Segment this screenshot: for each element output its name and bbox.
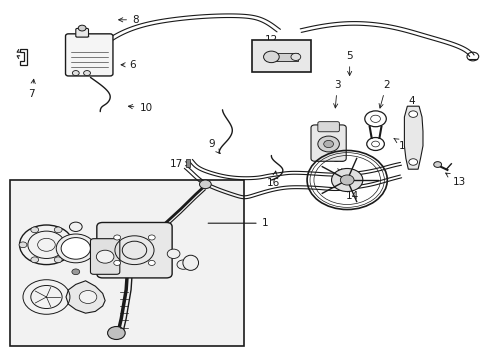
Text: 10: 10 — [128, 103, 152, 113]
FancyBboxPatch shape — [90, 239, 120, 274]
Text: 17: 17 — [170, 159, 189, 169]
Circle shape — [148, 235, 155, 240]
Text: 16: 16 — [266, 171, 280, 188]
Text: 15: 15 — [332, 154, 346, 173]
Circle shape — [433, 162, 441, 167]
Circle shape — [56, 234, 95, 263]
Circle shape — [331, 168, 362, 192]
Text: 14: 14 — [345, 184, 358, 201]
Circle shape — [54, 257, 62, 263]
FancyBboxPatch shape — [76, 28, 88, 37]
Circle shape — [66, 242, 74, 248]
Circle shape — [114, 235, 121, 240]
Circle shape — [323, 140, 333, 148]
Text: 3: 3 — [333, 80, 340, 108]
Circle shape — [290, 53, 300, 60]
FancyBboxPatch shape — [317, 122, 339, 132]
Text: 7: 7 — [28, 79, 35, 99]
Circle shape — [61, 238, 90, 259]
Polygon shape — [66, 281, 105, 313]
Text: 4: 4 — [407, 96, 414, 117]
FancyBboxPatch shape — [65, 34, 113, 76]
Text: 8: 8 — [119, 15, 139, 25]
Circle shape — [114, 260, 121, 265]
Circle shape — [199, 180, 211, 189]
Circle shape — [54, 227, 62, 233]
Circle shape — [31, 227, 39, 233]
Circle shape — [78, 25, 86, 31]
Circle shape — [148, 260, 155, 265]
Bar — [10, 180, 244, 346]
Circle shape — [408, 111, 417, 117]
Circle shape — [340, 175, 353, 185]
Bar — [186, 159, 189, 167]
Text: 6: 6 — [121, 60, 136, 70]
FancyBboxPatch shape — [310, 125, 346, 161]
Text: 11: 11 — [393, 139, 412, 151]
Bar — [251, 40, 310, 72]
Circle shape — [107, 327, 125, 339]
Circle shape — [167, 249, 180, 258]
Text: 2: 2 — [378, 80, 389, 108]
Circle shape — [79, 291, 97, 303]
Circle shape — [96, 250, 114, 263]
Circle shape — [31, 257, 39, 263]
Text: 9: 9 — [208, 139, 220, 153]
Polygon shape — [404, 106, 422, 169]
Circle shape — [177, 260, 189, 269]
Circle shape — [83, 71, 90, 76]
Text: 5: 5 — [346, 51, 352, 76]
Circle shape — [72, 71, 79, 76]
FancyBboxPatch shape — [97, 222, 172, 278]
Ellipse shape — [183, 255, 198, 270]
Text: 12: 12 — [264, 35, 278, 52]
Bar — [271, 53, 298, 61]
Circle shape — [408, 159, 417, 165]
Text: 13: 13 — [445, 173, 465, 187]
Circle shape — [19, 242, 27, 248]
Text: 1: 1 — [208, 218, 268, 228]
Circle shape — [72, 269, 80, 275]
Circle shape — [263, 51, 279, 63]
Circle shape — [317, 136, 339, 152]
